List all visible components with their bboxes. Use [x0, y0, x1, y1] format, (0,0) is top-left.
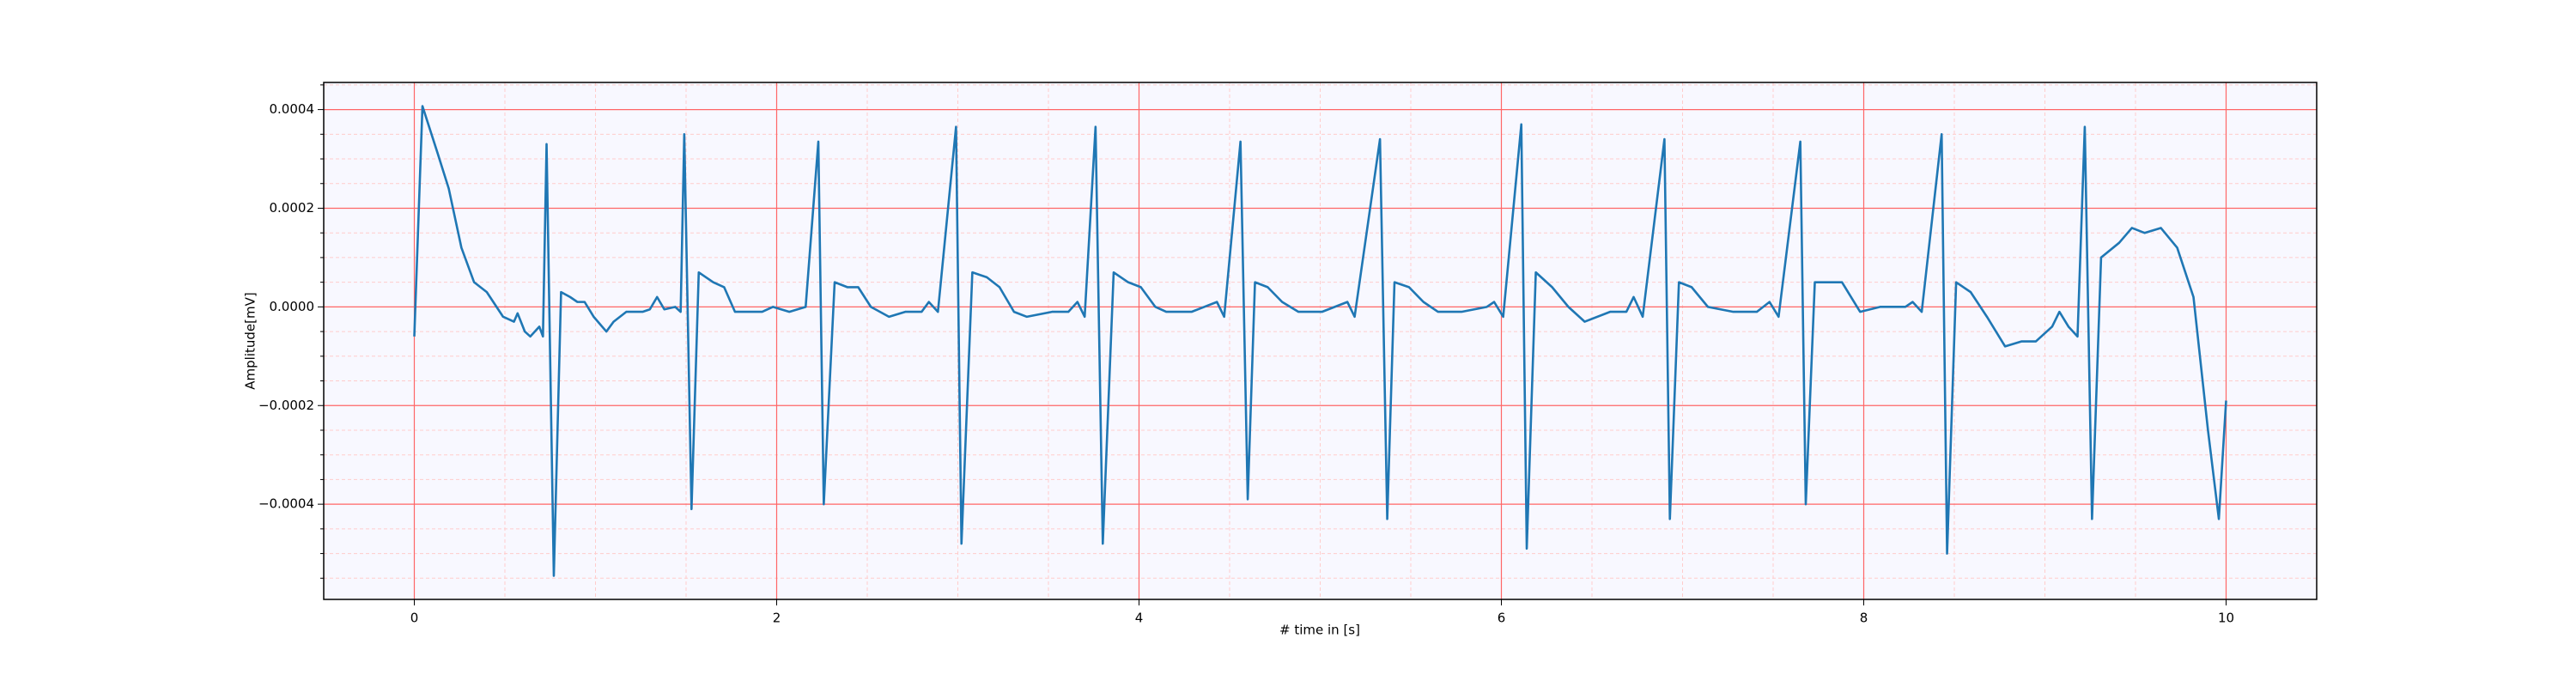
y-tick-label: 0.0004 [270, 101, 315, 117]
x-tick-label: 6 [1498, 611, 1506, 626]
x-tick-label: 2 [773, 611, 781, 626]
y-tick-label: −0.0004 [258, 496, 314, 512]
x-tick-label: 4 [1135, 611, 1144, 626]
x-tick-label: 0 [410, 611, 419, 626]
x-axis-label: # time in [s] [1279, 623, 1360, 638]
y-axis-label: Amplitude[mV] [243, 292, 258, 389]
x-tick-label: 10 [2218, 611, 2234, 626]
y-tick-label: −0.0002 [258, 398, 314, 413]
x-tick-label: 8 [1860, 611, 1868, 626]
y-tick-label: 0.0002 [270, 200, 315, 216]
y-tick-label: 0.0000 [270, 299, 315, 314]
plot-frame [323, 82, 2318, 600]
ecg-line [413, 105, 2227, 577]
